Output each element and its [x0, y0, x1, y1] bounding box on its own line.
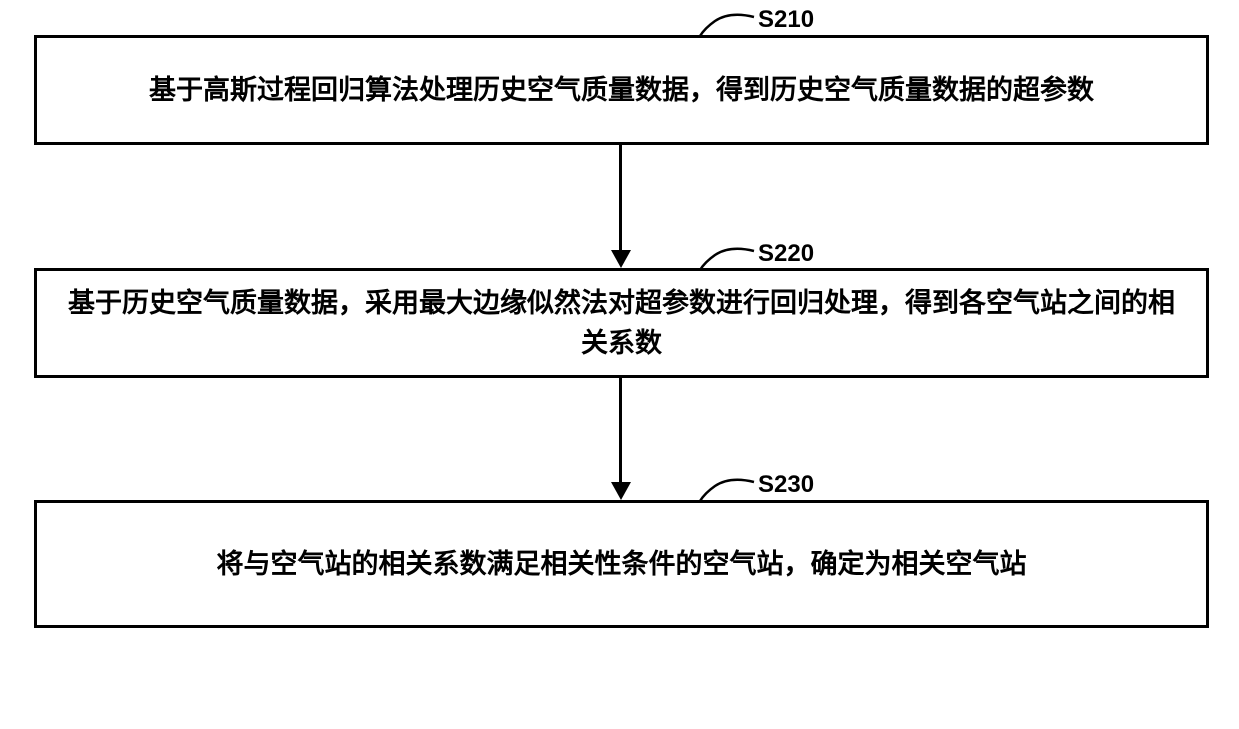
step-label-s210: S210	[758, 6, 814, 34]
step-box-s210: 基于高斯过程回归算法处理历史空气质量数据，得到历史空气质量数据的超参数	[34, 35, 1209, 145]
arrow-line-1	[619, 145, 622, 250]
label-curve-s220	[690, 240, 760, 272]
step-box-s230: 将与空气站的相关系数满足相关性条件的空气站，确定为相关空气站	[34, 500, 1209, 628]
arrow-head-1	[611, 250, 631, 268]
step-label-s220: S220	[758, 240, 814, 268]
step-text-s220: 基于历史空气质量数据，采用最大边缘似然法对超参数进行回归处理，得到各空气站之间的…	[57, 283, 1186, 364]
label-curve-s230	[690, 471, 760, 503]
arrow-head-2	[611, 482, 631, 500]
flowchart-container: 基于高斯过程回归算法处理历史空气质量数据，得到历史空气质量数据的超参数 S210…	[0, 0, 1239, 729]
step-text-s230: 将与空气站的相关系数满足相关性条件的空气站，确定为相关空气站	[217, 544, 1027, 585]
step-box-s220: 基于历史空气质量数据，采用最大边缘似然法对超参数进行回归处理，得到各空气站之间的…	[34, 268, 1209, 378]
arrow-line-2	[619, 378, 622, 483]
label-curve-s210	[690, 6, 760, 38]
step-text-s210: 基于高斯过程回归算法处理历史空气质量数据，得到历史空气质量数据的超参数	[149, 70, 1094, 111]
step-label-s230: S230	[758, 471, 814, 499]
